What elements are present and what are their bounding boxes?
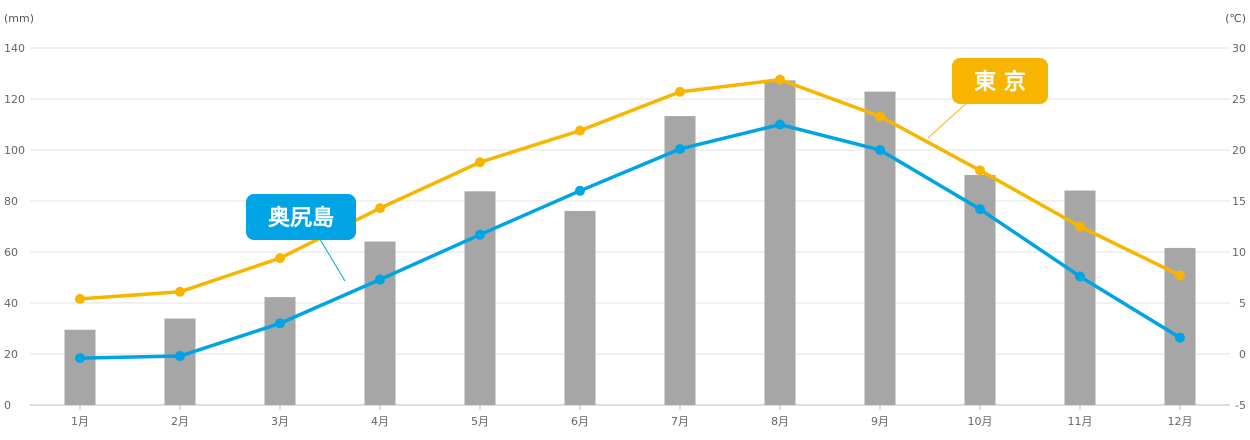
- x-tick-label: 11月: [1068, 415, 1093, 428]
- tokyo-label: 東 京: [974, 69, 1026, 95]
- okushiri-temp-point: [275, 318, 285, 329]
- left-tick-label: 120: [4, 93, 25, 106]
- precip-bar: [864, 91, 896, 405]
- tokyo-temp-point: [975, 165, 985, 176]
- right-tick-label: 0: [1239, 348, 1246, 361]
- left-tick-label: 80: [4, 195, 18, 208]
- okushiri-temp-point: [1075, 271, 1085, 282]
- okushiri-temp-point: [675, 143, 685, 154]
- left-tick-label: 60: [4, 246, 18, 259]
- x-tick-label: 3月: [271, 415, 289, 428]
- okushiri-temp-point: [1175, 332, 1185, 343]
- left-tick-label: 0: [4, 399, 11, 412]
- tokyo-temp-line: [79, 77, 1181, 301]
- axis-layer: (mm) (℃) 0 20 40 60 80 100 120 140 -5 0 5 10 15 20 25 3…: [4, 12, 1246, 428]
- grid-layer: [30, 47, 1230, 406]
- line-layer: [75, 74, 1185, 364]
- x-tick-label: 10月: [968, 415, 993, 428]
- x-tick-label: 2月: [171, 415, 189, 428]
- right-tick-label: 25: [1232, 93, 1246, 106]
- precip-bar: [564, 210, 596, 405]
- tokyo-temp-point: [75, 293, 85, 304]
- label-layer: 東 京 奥尻島: [246, 58, 1048, 282]
- x-tick-label: 4月: [371, 415, 389, 428]
- okushiri-temp-point: [475, 229, 485, 240]
- right-tick-label: 5: [1239, 297, 1246, 310]
- left-tick-label: 20: [4, 348, 18, 361]
- left-tick-label: 100: [4, 144, 25, 157]
- tokyo-temp-point: [375, 203, 385, 214]
- x-tick-label: 7月: [671, 415, 689, 428]
- x-tick-label: 9月: [871, 415, 889, 428]
- tokyo-temp-point: [1075, 221, 1085, 232]
- left-tick-label: 40: [4, 297, 18, 310]
- okushiri-temp-point: [575, 185, 585, 196]
- tokyo-temp-point: [175, 286, 185, 297]
- okushiri-temp-point: [175, 351, 185, 362]
- okushiri-label: 奥尻島: [268, 205, 334, 231]
- tokyo-temp-point: [575, 125, 585, 136]
- bar-layer: [64, 80, 1196, 406]
- right-tick-label: 15: [1232, 195, 1246, 208]
- tokyo-temp-point: [275, 253, 285, 264]
- tokyo-temp-point: [475, 157, 485, 168]
- right-tick-label: -5: [1235, 399, 1246, 412]
- x-tick-label: 12月: [1168, 415, 1193, 428]
- left-tick-label: 140: [4, 42, 25, 55]
- okushiri-label-box: [246, 194, 356, 240]
- right-tick-label: 30: [1232, 42, 1246, 55]
- x-tick-label: 1月: [71, 415, 89, 428]
- okushiri-temp-point: [75, 353, 85, 364]
- tokyo-temp-point: [875, 111, 885, 122]
- okushiri-leader-line: [317, 235, 346, 282]
- okushiri-temp-point: [375, 274, 385, 285]
- tokyo-leader-line: [927, 99, 971, 139]
- tokyo-label-box: [952, 58, 1048, 104]
- right-tick-label: 20: [1232, 144, 1246, 157]
- right-tick-label: 10: [1232, 246, 1246, 259]
- x-tick-label: 8月: [771, 415, 789, 428]
- precip-bar: [164, 318, 196, 405]
- okushiri-temp-point: [875, 145, 885, 155]
- left-axis-unit: (mm): [4, 12, 34, 25]
- precip-bar: [264, 297, 296, 405]
- okushiri-temp-point: [775, 119, 785, 130]
- right-axis-unit: (℃): [1225, 12, 1246, 25]
- okushiri-temp-point: [975, 204, 985, 215]
- tokyo-temp-point: [675, 86, 685, 97]
- precip-bar: [464, 191, 496, 405]
- precip-bar: [664, 116, 696, 406]
- precip-bar: [364, 241, 396, 405]
- precip-bar: [64, 329, 96, 405]
- tokyo-temp-point: [775, 74, 785, 85]
- x-tick-label: 6月: [571, 415, 589, 428]
- precip-bar: [764, 80, 796, 405]
- okushiri-temp-line: [79, 122, 1181, 360]
- x-tick-label: 5月: [471, 415, 489, 428]
- tokyo-temp-point: [1175, 270, 1185, 281]
